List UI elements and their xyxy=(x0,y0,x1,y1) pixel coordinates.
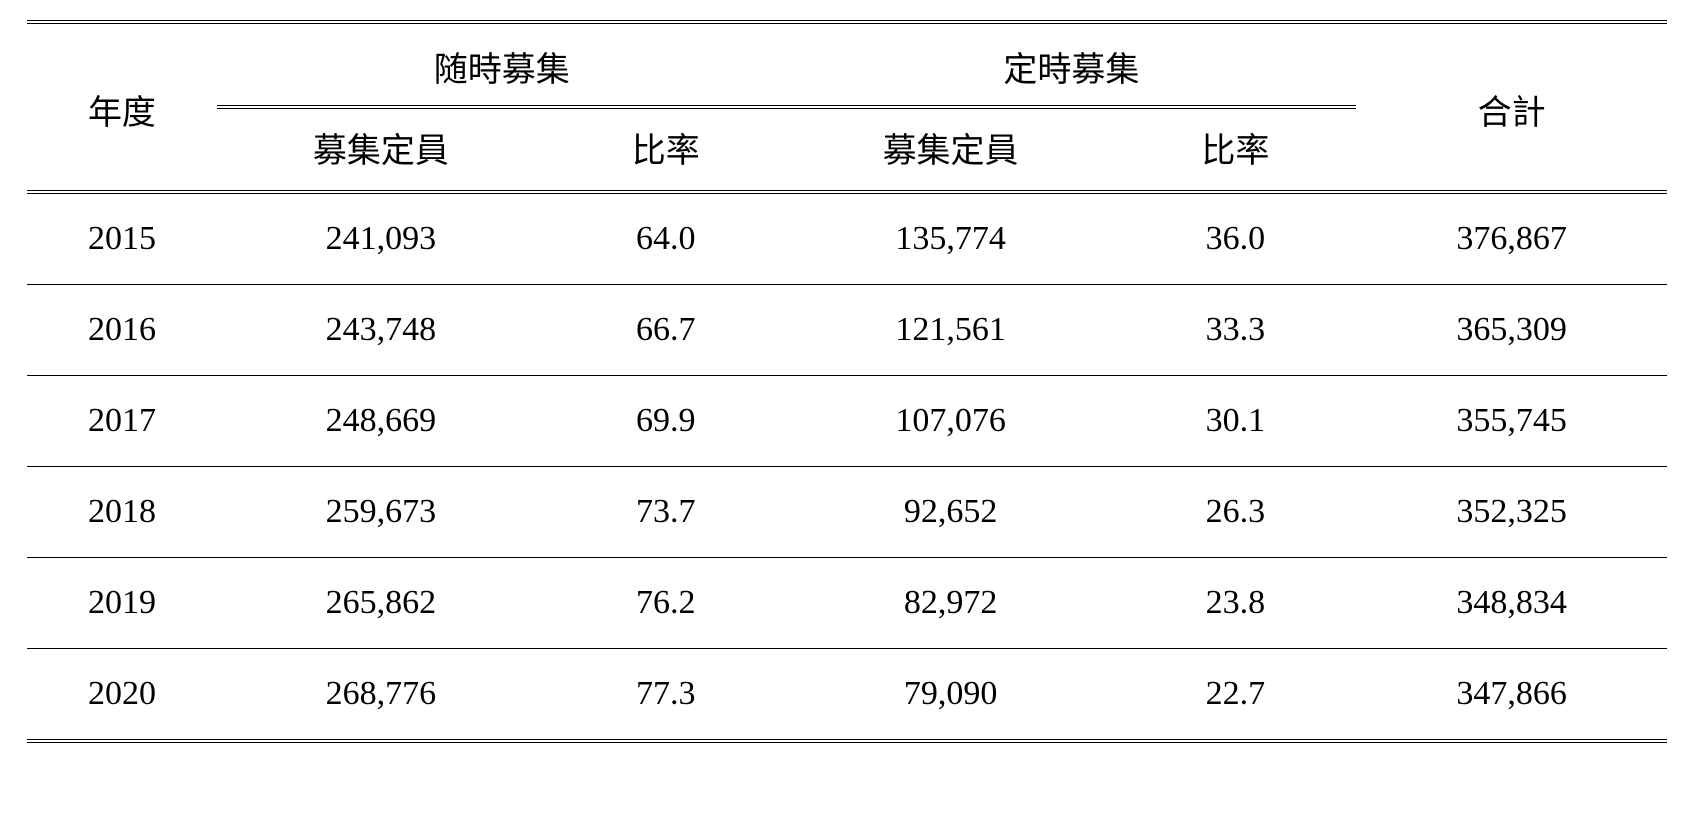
recruitment-table: 年度 随時募集 定時募集 合計 募集定員 比率 募集定員 比率 2015 241… xyxy=(27,20,1667,743)
cell-year: 2016 xyxy=(27,285,217,376)
table-body: 2015 241,093 64.0 135,774 36.0 376,867 2… xyxy=(27,192,1667,741)
cell-g2-quota: 121,561 xyxy=(787,285,1115,376)
cell-g1-ratio: 77.3 xyxy=(545,649,787,742)
cell-year: 2017 xyxy=(27,376,217,467)
cell-g1-ratio: 73.7 xyxy=(545,467,787,558)
header-year: 年度 xyxy=(27,22,217,192)
cell-total: 348,834 xyxy=(1356,558,1667,649)
cell-year: 2020 xyxy=(27,649,217,742)
table-row: 2018 259,673 73.7 92,652 26.3 352,325 xyxy=(27,467,1667,558)
cell-g1-quota: 268,776 xyxy=(217,649,545,742)
cell-g2-quota: 92,652 xyxy=(787,467,1115,558)
cell-g2-ratio: 26.3 xyxy=(1115,467,1357,558)
cell-g1-ratio: 76.2 xyxy=(545,558,787,649)
table-row: 2017 248,669 69.9 107,076 30.1 355,745 xyxy=(27,376,1667,467)
header-g1-quota: 募集定員 xyxy=(217,107,545,192)
cell-g1-ratio: 69.9 xyxy=(545,376,787,467)
cell-g2-quota: 79,090 xyxy=(787,649,1115,742)
cell-g1-quota: 243,748 xyxy=(217,285,545,376)
table-row: 2016 243,748 66.7 121,561 33.3 365,309 xyxy=(27,285,1667,376)
cell-year: 2019 xyxy=(27,558,217,649)
cell-g2-ratio: 33.3 xyxy=(1115,285,1357,376)
cell-g1-ratio: 64.0 xyxy=(545,192,787,285)
cell-g2-quota: 135,774 xyxy=(787,192,1115,285)
cell-g2-quota: 107,076 xyxy=(787,376,1115,467)
cell-year: 2015 xyxy=(27,192,217,285)
cell-g1-quota: 248,669 xyxy=(217,376,545,467)
header-g2-quota: 募集定員 xyxy=(787,107,1115,192)
cell-g2-quota: 82,972 xyxy=(787,558,1115,649)
table-row: 2015 241,093 64.0 135,774 36.0 376,867 xyxy=(27,192,1667,285)
cell-total: 347,866 xyxy=(1356,649,1667,742)
cell-g1-quota: 265,862 xyxy=(217,558,545,649)
cell-total: 365,309 xyxy=(1356,285,1667,376)
header-g1-ratio: 比率 xyxy=(545,107,787,192)
cell-g2-ratio: 30.1 xyxy=(1115,376,1357,467)
cell-g2-ratio: 22.7 xyxy=(1115,649,1357,742)
header-group-zuiji: 随時募集 xyxy=(217,22,787,107)
cell-g2-ratio: 36.0 xyxy=(1115,192,1357,285)
cell-g1-ratio: 66.7 xyxy=(545,285,787,376)
cell-total: 376,867 xyxy=(1356,192,1667,285)
cell-g1-quota: 241,093 xyxy=(217,192,545,285)
table-header: 年度 随時募集 定時募集 合計 募集定員 比率 募集定員 比率 xyxy=(27,22,1667,192)
header-g2-ratio: 比率 xyxy=(1115,107,1357,192)
cell-year: 2018 xyxy=(27,467,217,558)
table-row: 2019 265,862 76.2 82,972 23.8 348,834 xyxy=(27,558,1667,649)
recruitment-table-container: 年度 随時募集 定時募集 合計 募集定員 比率 募集定員 比率 2015 241… xyxy=(27,20,1667,743)
cell-total: 352,325 xyxy=(1356,467,1667,558)
table-row: 2020 268,776 77.3 79,090 22.7 347,866 xyxy=(27,649,1667,742)
cell-g2-ratio: 23.8 xyxy=(1115,558,1357,649)
cell-total: 355,745 xyxy=(1356,376,1667,467)
header-total: 合計 xyxy=(1356,22,1667,192)
cell-g1-quota: 259,673 xyxy=(217,467,545,558)
header-group-teiji: 定時募集 xyxy=(787,22,1357,107)
